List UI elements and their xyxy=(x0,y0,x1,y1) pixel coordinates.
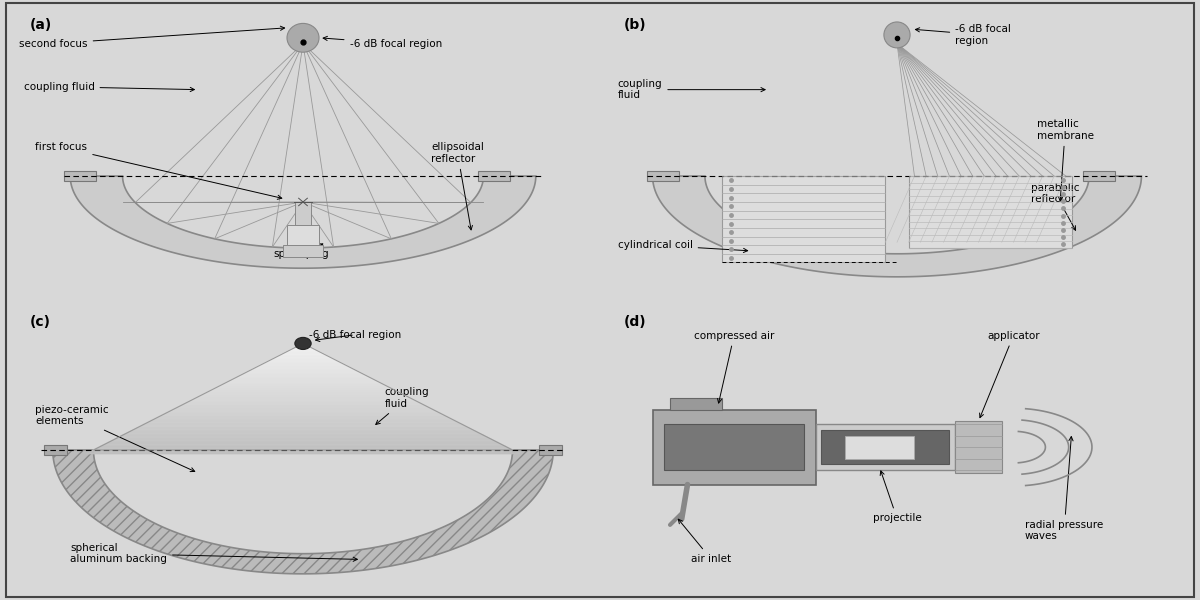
Text: piezo-ceramic
elements: piezo-ceramic elements xyxy=(35,404,194,472)
Text: -6 dB focal region: -6 dB focal region xyxy=(323,37,442,49)
Polygon shape xyxy=(151,417,455,421)
Polygon shape xyxy=(137,424,469,428)
Text: compressed air: compressed air xyxy=(694,331,774,403)
Text: metallic
membrane: metallic membrane xyxy=(1037,119,1093,201)
Text: second focus: second focus xyxy=(19,26,284,49)
Ellipse shape xyxy=(287,23,319,52)
Polygon shape xyxy=(166,410,440,413)
Bar xyxy=(670,398,722,410)
Text: spherical
aluminum backing: spherical aluminum backing xyxy=(70,543,358,565)
Bar xyxy=(1084,171,1115,181)
Polygon shape xyxy=(122,431,484,436)
Polygon shape xyxy=(266,358,340,362)
Bar xyxy=(665,424,804,470)
Polygon shape xyxy=(202,391,404,395)
Polygon shape xyxy=(259,362,347,365)
Bar xyxy=(647,171,679,181)
Text: air inlet: air inlet xyxy=(678,519,731,563)
Text: ellipsoidal
reflector: ellipsoidal reflector xyxy=(431,142,484,230)
Bar xyxy=(295,202,311,225)
Polygon shape xyxy=(238,373,368,377)
Polygon shape xyxy=(130,428,476,431)
Polygon shape xyxy=(216,384,390,388)
Polygon shape xyxy=(53,450,553,574)
Polygon shape xyxy=(158,413,448,417)
Bar xyxy=(65,171,96,181)
Polygon shape xyxy=(70,176,536,268)
Polygon shape xyxy=(180,402,426,406)
Text: coupling
fluid: coupling fluid xyxy=(618,79,766,100)
Bar xyxy=(653,410,816,485)
Bar xyxy=(845,436,914,458)
Polygon shape xyxy=(209,388,397,391)
Polygon shape xyxy=(295,343,311,347)
Text: -6 dB focal
region: -6 dB focal region xyxy=(916,24,1012,46)
Text: coupling
fluid: coupling fluid xyxy=(376,388,430,424)
Polygon shape xyxy=(653,176,1141,277)
Polygon shape xyxy=(288,347,318,351)
Text: (d): (d) xyxy=(624,314,646,329)
Text: spark-plug: spark-plug xyxy=(274,244,330,259)
Polygon shape xyxy=(144,421,462,424)
Polygon shape xyxy=(101,443,505,446)
Text: (a): (a) xyxy=(30,17,52,32)
Polygon shape xyxy=(274,355,332,358)
Polygon shape xyxy=(223,380,383,384)
Bar xyxy=(44,445,67,455)
Bar xyxy=(821,430,949,464)
Text: radial pressure
waves: radial pressure waves xyxy=(1025,437,1103,541)
Polygon shape xyxy=(245,369,361,373)
Text: parabolic
reflector: parabolic reflector xyxy=(1031,182,1079,230)
Bar xyxy=(478,171,510,181)
Text: (b): (b) xyxy=(624,17,646,32)
Bar xyxy=(908,176,1072,248)
Text: (c): (c) xyxy=(30,314,50,329)
Polygon shape xyxy=(173,406,433,410)
Polygon shape xyxy=(194,395,412,398)
Polygon shape xyxy=(108,439,498,443)
Polygon shape xyxy=(115,436,491,439)
Bar xyxy=(283,245,323,257)
Polygon shape xyxy=(281,351,325,355)
Text: first focus: first focus xyxy=(35,142,282,199)
Polygon shape xyxy=(187,398,419,402)
Text: applicator: applicator xyxy=(979,331,1039,418)
Polygon shape xyxy=(230,377,376,380)
Bar xyxy=(287,225,319,245)
Polygon shape xyxy=(252,365,354,369)
Bar xyxy=(816,424,955,470)
Bar xyxy=(539,445,562,455)
Text: coupling fluid: coupling fluid xyxy=(24,82,194,92)
Text: cylindrical coil: cylindrical coil xyxy=(618,240,748,253)
Bar xyxy=(722,176,886,262)
Polygon shape xyxy=(86,450,520,454)
Ellipse shape xyxy=(295,337,311,349)
Ellipse shape xyxy=(884,22,910,48)
Text: projectile: projectile xyxy=(872,471,922,523)
Polygon shape xyxy=(94,446,512,450)
Text: -6 dB focal region: -6 dB focal region xyxy=(308,330,401,341)
Bar xyxy=(955,421,1002,473)
